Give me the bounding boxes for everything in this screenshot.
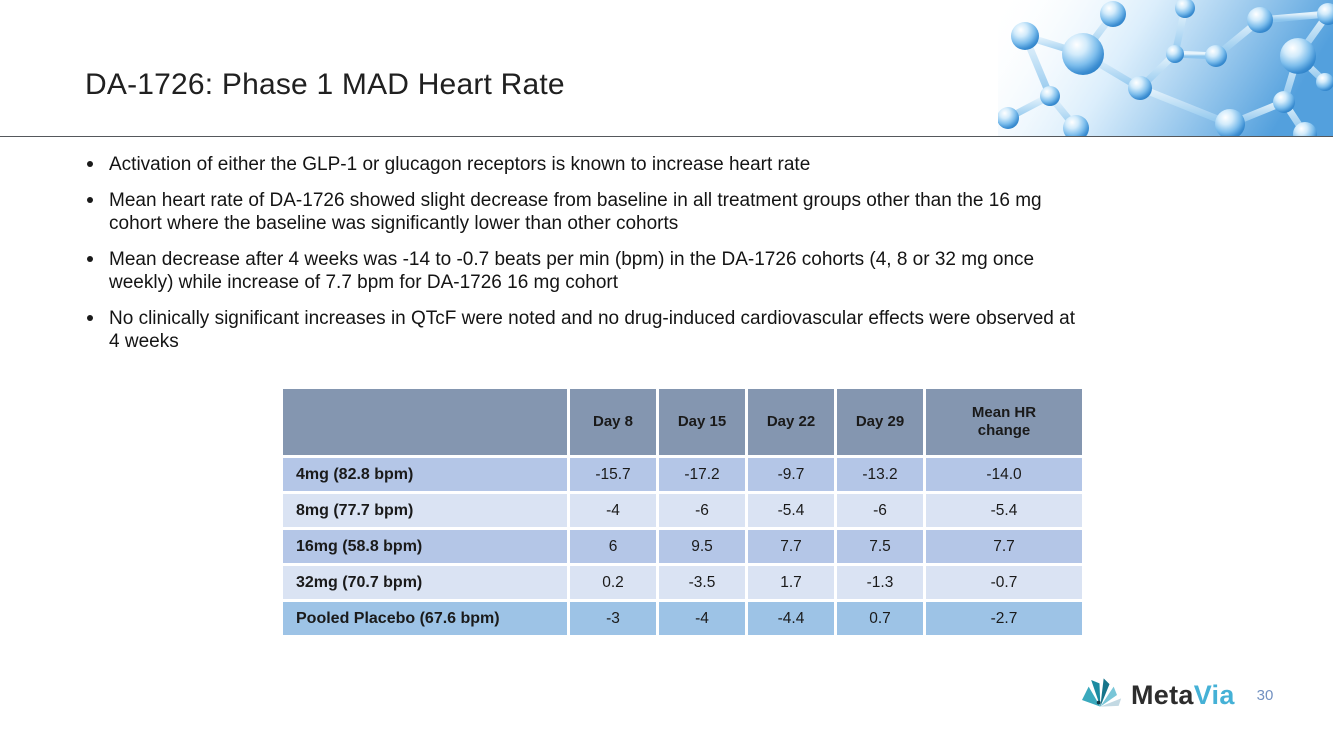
bullet-dot-icon: [87, 256, 93, 262]
table-cell: -1.3: [837, 566, 923, 599]
table-cell: -6: [659, 494, 745, 527]
bullet-text: Activation of either the GLP-1 or glucag…: [109, 154, 811, 175]
table-cell: -4: [570, 494, 656, 527]
bullet-text: No clinically significant increases in Q…: [109, 308, 1075, 352]
table-cell: -9.7: [748, 458, 834, 491]
hr-table: Day 8 Day 15 Day 22 Day 29 Mean HR change 4m…: [280, 386, 1085, 638]
table-cell: -3: [570, 602, 656, 635]
table-cell: -5.4: [926, 494, 1082, 527]
bullet-text: Mean decrease after 4 weeks was -14 to -…: [109, 249, 1035, 293]
table-cell: -6: [837, 494, 923, 527]
molecule-image: [998, 0, 1333, 136]
table-cell: 0.2: [570, 566, 656, 599]
table-cell: 9.5: [659, 530, 745, 563]
table-column-header: Day 29: [837, 389, 923, 455]
table-column-header: Day 22: [748, 389, 834, 455]
row-label: 32mg (70.7 bpm): [283, 566, 567, 599]
table-cell: -0.7: [926, 566, 1082, 599]
table-row: 8mg (77.7 bpm) -4 -6 -5.4 -6 -5.4: [283, 494, 1082, 527]
bullet-dot-icon: [87, 197, 93, 203]
title-divider: [0, 136, 1333, 137]
table-column-header: Mean HR change: [926, 389, 1082, 455]
bullet-item: Activation of either the GLP-1 or glucag…: [85, 153, 1275, 176]
table-cell: -2.7: [926, 602, 1082, 635]
row-label: 16mg (58.8 bpm): [283, 530, 567, 563]
table-cell: 6: [570, 530, 656, 563]
table-cell: -4: [659, 602, 745, 635]
page-title: DA-1726: Phase 1 MAD Heart Rate: [85, 68, 565, 101]
table-column-header: Day 8: [570, 389, 656, 455]
bullet-item: Mean decrease after 4 weeks was -14 to -…: [85, 248, 1275, 294]
table-cell: 0.7: [837, 602, 923, 635]
table-cell: -13.2: [837, 458, 923, 491]
table-row: 4mg (82.8 bpm) -15.7 -17.2 -9.7 -13.2 -14.0: [283, 458, 1082, 491]
footer: MetaVia 30: [1082, 676, 1273, 714]
table-corner-cell: [283, 389, 567, 455]
metavia-splash-icon: [1082, 678, 1122, 707]
table-cell: -15.7: [570, 458, 656, 491]
table-column-header: Day 15: [659, 389, 745, 455]
table-cell: 7.5: [837, 530, 923, 563]
table-header-row: Day 8 Day 15 Day 22 Day 29 Mean HR change: [283, 389, 1082, 455]
table-row: 32mg (70.7 bpm) 0.2 -3.5 1.7 -1.3 -0.7: [283, 566, 1082, 599]
table-cell: -14.0: [926, 458, 1082, 491]
bullet-dot-icon: [87, 161, 93, 167]
row-label: Pooled Placebo (67.6 bpm): [283, 602, 567, 635]
logo-meta: Meta: [1131, 679, 1194, 710]
bullet-text: Mean heart rate of DA-1726 showed slight…: [109, 190, 1042, 234]
table-cell: -17.2: [659, 458, 745, 491]
table-cell: -5.4: [748, 494, 834, 527]
table-cell: 7.7: [926, 530, 1082, 563]
table-row: 16mg (58.8 bpm) 6 9.5 7.7 7.5 7.7: [283, 530, 1082, 563]
table-cell: 7.7: [748, 530, 834, 563]
bullet-item: Mean heart rate of DA-1726 showed slight…: [85, 189, 1275, 235]
page-number: 30: [1256, 686, 1274, 704]
table-cell: 1.7: [748, 566, 834, 599]
table-row: Pooled Placebo (67.6 bpm) -3 -4 -4.4 0.7 -2.7: [283, 602, 1082, 635]
bullet-item: No clinically significant increases in Q…: [85, 307, 1275, 353]
row-label: 4mg (82.8 bpm): [283, 458, 567, 491]
table-cell: -3.5: [659, 566, 745, 599]
bullet-list: Activation of either the GLP-1 or glucag…: [85, 153, 1275, 366]
bullet-dot-icon: [87, 315, 93, 321]
logo-text: MetaVia: [1131, 680, 1235, 711]
row-label: 8mg (77.7 bpm): [283, 494, 567, 527]
table-cell: -4.4: [748, 602, 834, 635]
logo-via: Via: [1193, 679, 1235, 710]
